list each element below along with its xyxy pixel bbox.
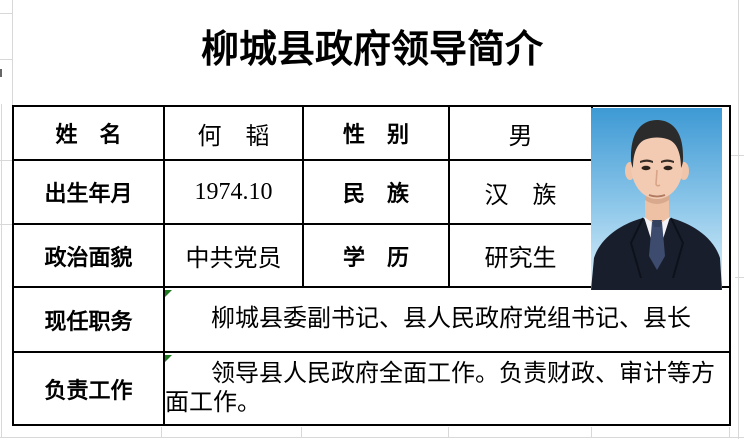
ethnicity-label-cell: 民 族 — [302, 159, 450, 225]
table-row: 政治面貌 中共党员 学 历 研究生 — [12, 223, 730, 288]
birth-value-cell: 1974.10 — [163, 159, 304, 225]
gridline — [729, 155, 744, 156]
duties-label-cell: 负责工作 — [12, 351, 165, 426]
gridline — [735, 277, 744, 278]
gridline — [591, 427, 592, 437]
gridline — [0, 13, 12, 14]
gridline — [0, 59, 12, 60]
political-value-cell: 中共党员 — [163, 223, 304, 288]
education-value-cell: 研究生 — [448, 223, 593, 288]
name-value-cell: 何 韬 — [163, 105, 304, 161]
gridline — [0, 437, 744, 438]
education-label-cell: 学 历 — [302, 223, 450, 288]
gridline — [729, 427, 730, 437]
position-label-cell: 现任职务 — [12, 286, 165, 353]
gridline — [1, 104, 2, 437]
gridline — [161, 427, 162, 437]
gridline — [0, 224, 12, 225]
gridline — [0, 69, 2, 77]
political-label-cell: 政治面貌 — [12, 223, 165, 288]
portrait-photo — [591, 108, 722, 290]
gridline — [301, 427, 302, 437]
cell-error-indicator — [165, 355, 172, 362]
gender-value-cell: 男 — [448, 105, 593, 161]
birth-label-cell: 出生年月 — [12, 159, 165, 225]
table-row: 负责工作 领导县人民政府全面工作。负责财政、审计等方面工作。 — [12, 351, 731, 426]
name-label-cell: 姓 名 — [12, 105, 165, 161]
gridline — [12, 0, 13, 105]
page-title: 柳城县政府领导简介 — [200, 29, 543, 71]
duties-value-cell: 领导县人民政府全面工作。负责财政、审计等方面工作。 — [163, 351, 731, 426]
ethnicity-value-cell: 汉 族 — [448, 159, 593, 225]
gridline — [738, 0, 739, 439]
gender-label-cell: 性 别 — [302, 105, 450, 161]
position-value-cell: 柳城县委副书记、县人民政府党组书记、县长 — [163, 286, 731, 353]
gridline — [448, 427, 449, 437]
cell-error-indicator — [165, 290, 172, 297]
table-row: 现任职务 柳城县委副书记、县人民政府党组书记、县长 — [12, 286, 731, 353]
gridline — [0, 160, 12, 161]
